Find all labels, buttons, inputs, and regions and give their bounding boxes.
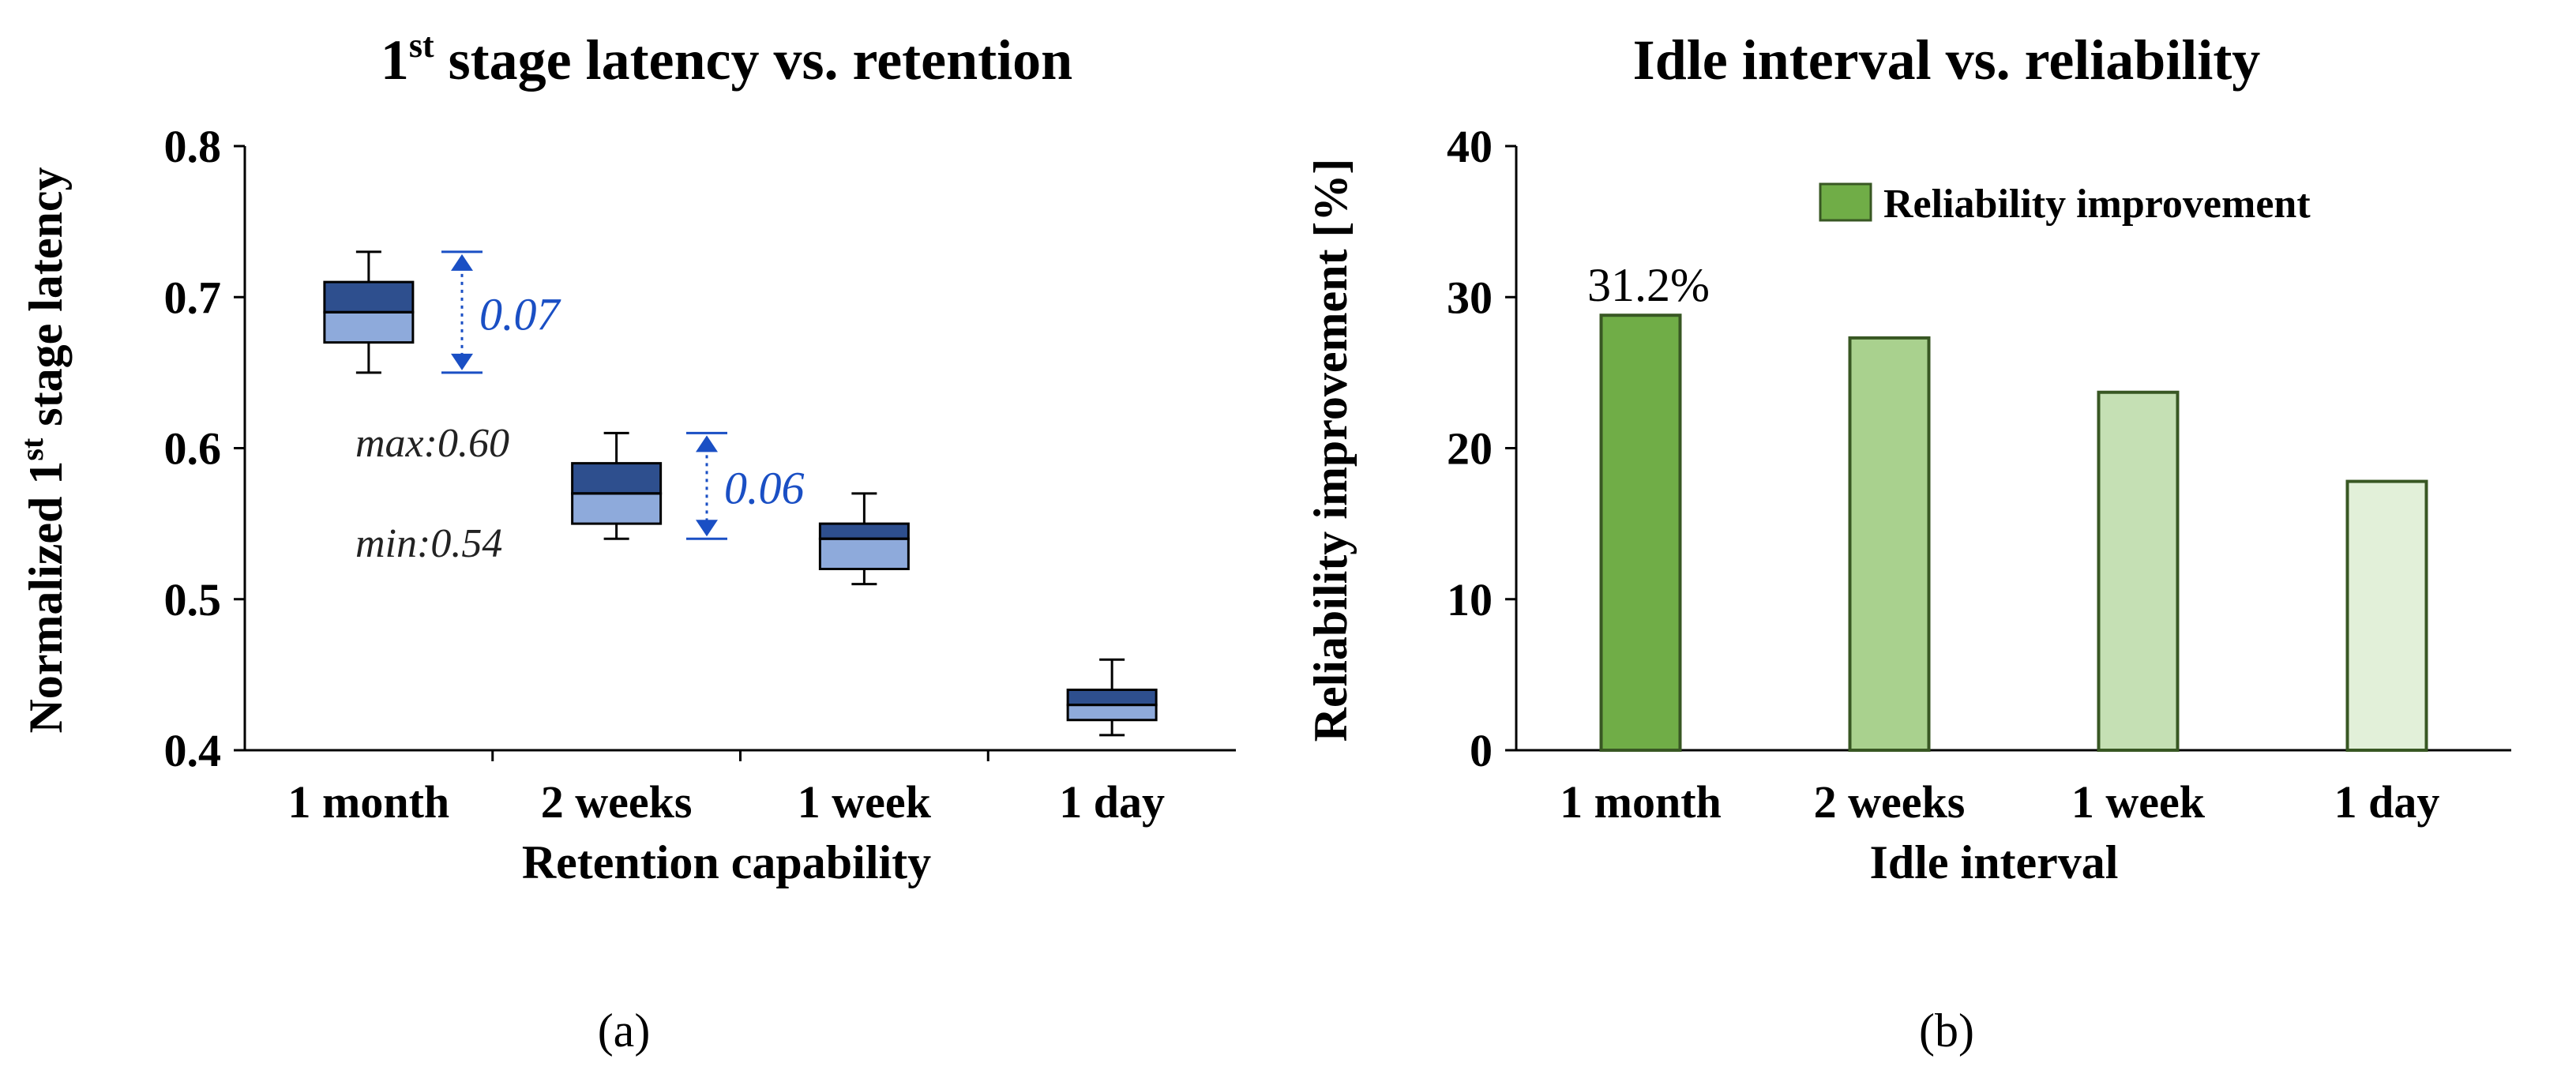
panel-a-y-tick-label: 0.4: [164, 725, 222, 776]
box-2-weeks: [571, 431, 663, 540]
range-arrowhead-down: [696, 520, 718, 537]
panel-a-y-ticks: 0.4 0.5 0.6 0.7 0.8: [164, 121, 245, 776]
box-1-week: [818, 492, 910, 586]
range-arrow: 0.07: [441, 250, 561, 374]
panel-b-x-tick-label: 1 day: [2334, 776, 2440, 828]
panel-a-title: 1st stage latency vs. retention: [381, 26, 1072, 92]
panel-a-x-tick-label: 1 week: [798, 776, 932, 828]
panel-b-x-tick-label: 2 weeks: [1814, 776, 1966, 828]
panel-a-x-axis-label: Retention capability: [522, 836, 931, 888]
panel-b-title: Idle interval vs. reliability: [1633, 28, 2261, 92]
panel-a-y-tick-label: 0.7: [164, 272, 222, 323]
panel-a-annotations: 0.07 0.06: [441, 250, 805, 540]
panel-b-x-tick-label: 1 week: [2071, 776, 2206, 828]
box-lower-quartile: [818, 537, 910, 570]
panel-a-x-tick-label: 1 month: [288, 776, 450, 828]
panel-b-y-tick-label: 40: [1447, 121, 1493, 172]
range-value-label: 0.06: [724, 462, 805, 513]
panel-b-y-tick-label: 20: [1447, 423, 1493, 475]
legend-swatch: [1819, 182, 1872, 222]
range-arrowhead-up: [451, 253, 473, 271]
min-annotation: min:0.54: [355, 521, 502, 566]
panel-a-y-tick-label: 0.5: [164, 574, 222, 625]
panel-a-x-ticks: 1 month 2 weeks 1 week 1 day: [288, 750, 1165, 828]
panel-a-boxes: [323, 250, 1158, 737]
box-lower-quartile: [571, 492, 663, 525]
range-arrowhead-up: [696, 435, 718, 453]
panel-b-bars: [1599, 314, 2428, 752]
panel-b-y-tick-label: 10: [1447, 574, 1493, 625]
panel-b-y-axis-label: Reliability improvement [%]: [1305, 159, 1357, 742]
max-annotation: max:0.60: [355, 421, 509, 466]
panel-b-legend: Reliability improvement: [1819, 182, 2311, 227]
panel-a-y-tick-label: 0.6: [164, 423, 222, 475]
bar-1-day: [2345, 479, 2428, 752]
bar-1-month: [1599, 314, 1682, 752]
box-upper-quartile: [1066, 689, 1158, 707]
panel-b-label: (b): [1919, 1005, 1974, 1057]
panel-a-x-tick-label: 1 day: [1059, 776, 1165, 828]
panel-a-y-axis-label: Normalized 1st stage latency: [14, 167, 72, 733]
bar-2-weeks: [1848, 336, 1931, 752]
bar-data-label: 31.2%: [1587, 259, 1710, 311]
panel-b-y-ticks: 0 10 20 30 40: [1447, 121, 1516, 776]
box-upper-quartile: [571, 462, 663, 495]
panel-b-x-axis-label: Idle interval: [1870, 836, 2119, 888]
panel-b: Idle interval vs. reliability Reliabilit…: [1305, 28, 2511, 1057]
box-1-month: [323, 250, 415, 374]
panel-a-label: (a): [598, 1005, 651, 1057]
range-arrowhead-down: [451, 353, 473, 370]
panel-a-x-tick-label: 2 weeks: [541, 776, 693, 828]
box-lower-quartile: [1066, 704, 1158, 722]
panel-a: 1st stage latency vs. retention Normaliz…: [14, 26, 1236, 1057]
panel-b-y-tick-label: 0: [1470, 725, 1493, 776]
panel-a-y-tick-label: 0.8: [164, 121, 222, 172]
box-1-day: [1066, 658, 1158, 737]
box-upper-quartile: [323, 280, 415, 314]
panel-b-y-tick-label: 30: [1447, 272, 1493, 323]
panel-b-x-ticks: 1 month 2 weeks 1 week 1 day: [1560, 776, 2439, 828]
range-value-label: 0.07: [479, 288, 561, 340]
box-upper-quartile: [818, 522, 910, 540]
box-lower-quartile: [323, 310, 415, 344]
range-arrow: 0.06: [686, 431, 805, 540]
panel-b-x-tick-label: 1 month: [1560, 776, 1722, 828]
legend-label: Reliability improvement: [1883, 182, 2311, 227]
bar-1-week: [2097, 390, 2180, 752]
